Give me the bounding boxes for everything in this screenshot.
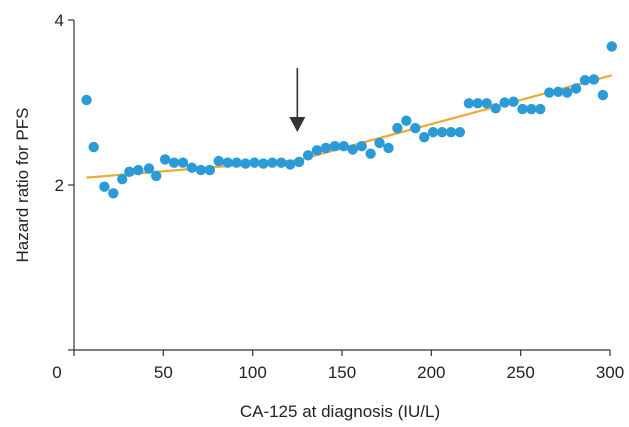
data-point [526,103,537,115]
x-tick-label: 100 [238,363,266,382]
data-point [606,41,617,52]
data-point [374,137,385,149]
data-point [553,86,564,98]
data-point [454,127,466,138]
data-point [365,148,376,159]
data-point [124,166,135,177]
data-point [597,89,609,101]
data-point [117,174,128,185]
data-point [99,181,110,192]
data-point [561,87,573,98]
threshold-arrow-group [289,68,306,132]
data-point [204,164,215,176]
data-point [195,164,207,176]
data-point [588,74,600,85]
data-point [213,155,224,167]
data-point [436,127,448,138]
data-point [347,144,358,155]
data-point [490,103,501,114]
data-point [258,158,269,169]
x-axis-label: CA-125 at diagnosis (IU/L) [240,402,440,421]
data-point [401,115,412,126]
data-point [88,141,99,153]
data-point [168,157,180,168]
data-point [293,156,305,168]
data-point [570,83,582,94]
data-point [544,87,555,98]
data-point [508,96,519,107]
x-tick-label: 300 [596,363,624,382]
data-point [311,145,323,156]
y-tick-label: 2 [55,176,64,195]
data-point [231,157,242,168]
data-point [329,141,341,152]
data-point [143,163,155,174]
data-point [579,75,591,86]
data-point [249,157,260,168]
data-point [240,158,251,169]
data-point [338,141,349,152]
data-point [320,142,332,154]
data-points [81,41,617,199]
y-axis-label: Hazard ratio for PFS [13,108,32,263]
data-point [159,154,171,165]
data-point [419,132,430,143]
x-tick-label: 0 [52,363,61,382]
data-point [108,188,119,199]
data-point [481,98,492,109]
data-point [222,157,233,168]
arrow-head [289,117,306,132]
x-tick-label: 50 [154,363,173,382]
y-axis-ticks: 24 [55,11,74,351]
data-point [392,122,403,134]
data-point [267,157,278,168]
data-point [81,94,92,106]
x-axis-ticks: 0 50 100 150 200 250 300 [52,350,624,382]
axes [73,20,610,351]
data-point [499,97,510,108]
data-point [186,162,198,173]
data-point [151,170,162,182]
data-point [427,127,439,138]
data-point [133,164,144,176]
data-point [472,98,483,109]
data-point [383,142,394,154]
data-point [285,159,296,170]
x-tick-label: 150 [328,363,356,382]
data-point [535,103,546,115]
data-point [177,157,189,168]
data-point [410,122,421,134]
y-tick-label: 4 [55,11,64,30]
data-point [445,127,457,138]
data-point [276,157,287,168]
x-tick-label: 250 [506,363,534,382]
data-point [356,141,367,152]
x-tick-label: 200 [417,363,445,382]
data-point [302,150,314,161]
data-point [463,98,475,109]
data-point [517,103,528,115]
